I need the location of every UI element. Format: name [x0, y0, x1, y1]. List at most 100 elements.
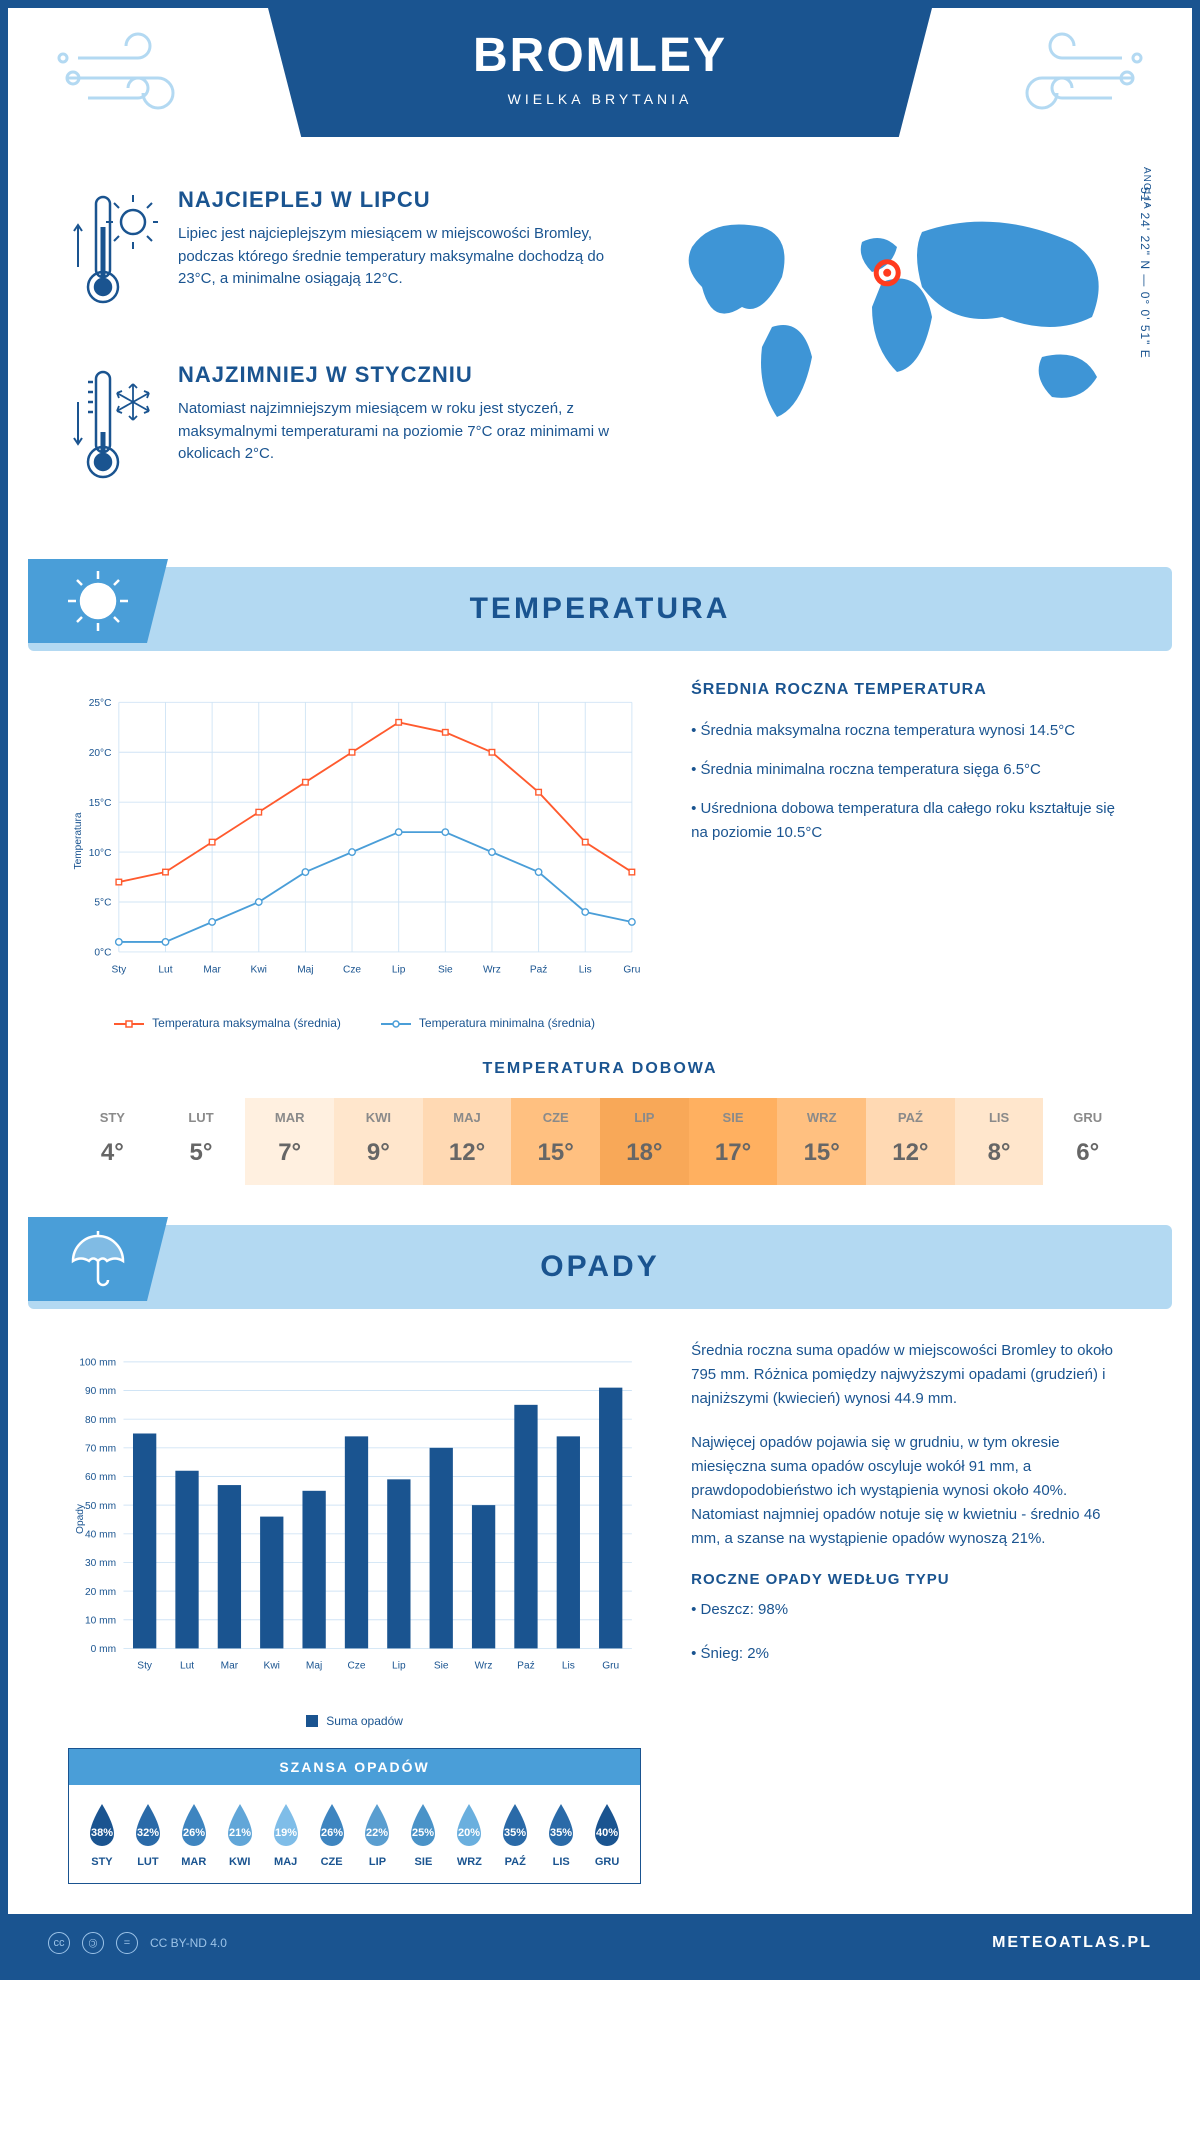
temp-cell: GRU6°: [1043, 1098, 1132, 1185]
svg-text:25%: 25%: [412, 1827, 434, 1839]
svg-text:10 mm: 10 mm: [85, 1615, 116, 1626]
wind-icon: [972, 28, 1152, 128]
temp-legend: Temperatura maksymalna (średnia) Tempera…: [68, 1016, 641, 1030]
precip-type-title: ROCZNE OPADY WEDŁUG TYPU: [691, 1571, 1132, 1588]
svg-text:Gru: Gru: [623, 964, 640, 975]
temp-chart-box: 0°C5°C10°C15°C20°C25°CStyLutMarKwiMajCze…: [68, 681, 641, 1030]
chance-cell: 25%SIE: [400, 1800, 446, 1868]
chance-month: LIP: [355, 1856, 401, 1868]
precip-info: Średnia roczna suma opadów w miejscowośc…: [691, 1339, 1132, 1884]
temp-cell-month: CZE: [511, 1110, 600, 1125]
raindrop-icon: 26%: [174, 1800, 214, 1850]
svg-text:Wrz: Wrz: [475, 1661, 493, 1672]
temp-cell-month: PAŹ: [866, 1110, 955, 1125]
chance-cell: 35%PAŹ: [492, 1800, 538, 1868]
temp-cell: KWI9°: [334, 1098, 423, 1185]
svg-text:Sty: Sty: [111, 964, 127, 975]
header-wrap: BROMLEY WIELKA BRYTANIA: [8, 8, 1192, 137]
temp-cell-month: KWI: [334, 1110, 423, 1125]
precip-p2: Najwięcej opadów pojawia się w grudniu, …: [691, 1431, 1132, 1551]
chance-month: GRU: [584, 1856, 630, 1868]
temp-bullet: • Średnia minimalna roczna temperatura s…: [691, 758, 1132, 782]
temp-bullet: • Uśredniona dobowa temperatura dla całe…: [691, 797, 1132, 845]
svg-text:Wrz: Wrz: [483, 964, 501, 975]
temp-cell-value: 15°: [511, 1139, 600, 1167]
intro-left: NAJCIEPLEJ W LIPCU Lipiec jest najcieple…: [68, 187, 612, 537]
temp-cell-month: MAJ: [423, 1110, 512, 1125]
svg-text:19%: 19%: [275, 1827, 297, 1839]
svg-text:Sie: Sie: [434, 1661, 449, 1672]
thermometer-cold-icon: [68, 362, 158, 497]
legend-sum-label: Suma opadów: [326, 1714, 403, 1728]
precip-section: 0 mm10 mm20 mm30 mm40 mm50 mm60 mm70 mm8…: [8, 1339, 1192, 1914]
precip-p1: Średnia roczna suma opadów w miejscowośc…: [691, 1339, 1132, 1411]
svg-text:0 mm: 0 mm: [91, 1644, 116, 1655]
raindrop-icon: 19%: [266, 1800, 306, 1850]
chance-cell: 26%CZE: [309, 1800, 355, 1868]
type-bullet: • Deszcz: 98%: [691, 1598, 1132, 1622]
svg-text:70 mm: 70 mm: [85, 1444, 116, 1455]
svg-text:Temperatura: Temperatura: [73, 812, 84, 869]
cold-text: NAJZIMNIEJ W STYCZNIU Natomiast najzimni…: [178, 362, 612, 497]
temp-cell-month: WRZ: [777, 1110, 866, 1125]
precip-legend: Suma opadów: [68, 1714, 641, 1728]
daily-temp-title: TEMPERATURA DOBOWA: [68, 1060, 1132, 1078]
svg-text:26%: 26%: [321, 1827, 343, 1839]
chance-cell: 32%LUT: [125, 1800, 171, 1868]
raindrop-icon: 22%: [357, 1800, 397, 1850]
temp-cell-month: LUT: [157, 1110, 246, 1125]
precip-section-header: OPADY: [28, 1225, 1172, 1309]
chance-cell: 26%MAR: [171, 1800, 217, 1868]
svg-text:20 mm: 20 mm: [85, 1587, 116, 1598]
chance-cell: 40%GRU: [584, 1800, 630, 1868]
cold-title: NAJZIMNIEJ W STYCZNIU: [178, 362, 612, 388]
svg-text:35%: 35%: [504, 1827, 526, 1839]
svg-text:80 mm: 80 mm: [85, 1415, 116, 1426]
temperature-line-chart: 0°C5°C10°C15°C20°C25°CStyLutMarKwiMajCze…: [68, 681, 641, 1001]
svg-text:Gru: Gru: [602, 1661, 619, 1672]
raindrop-icon: 32%: [128, 1800, 168, 1850]
hot-desc: Lipiec jest najcieplejszym miesiącem w m…: [178, 223, 612, 291]
temp-cell: WRZ 15°: [777, 1098, 866, 1185]
raindrop-icon: 38%: [82, 1800, 122, 1850]
raindrop-icon: 26%: [312, 1800, 352, 1850]
legend-max: Temperatura maksymalna (średnia): [114, 1016, 341, 1030]
svg-text:38%: 38%: [91, 1827, 113, 1839]
umbrella-icon: [28, 1217, 168, 1301]
thermometer-hot-icon: [68, 187, 158, 322]
type-bullet: • Śnieg: 2%: [691, 1642, 1132, 1666]
legend-min-label: Temperatura minimalna (średnia): [419, 1016, 595, 1030]
temp-cell-month: STY: [68, 1110, 157, 1125]
temp-section-header: TEMPERATURA: [28, 567, 1172, 651]
temp-cell: MAJ12°: [423, 1098, 512, 1185]
svg-text:Mar: Mar: [203, 964, 221, 975]
svg-text:Lip: Lip: [392, 964, 406, 975]
svg-text:Cze: Cze: [347, 1661, 365, 1672]
temp-cell-month: LIS: [955, 1110, 1044, 1125]
svg-text:Lip: Lip: [392, 1661, 406, 1672]
svg-text:Lut: Lut: [158, 964, 172, 975]
hot-title: NAJCIEPLEJ W LIPCU: [178, 187, 612, 213]
temp-title: TEMPERATURA: [88, 592, 1112, 626]
temp-cell-value: 6°: [1043, 1139, 1132, 1167]
svg-text:Sie: Sie: [438, 964, 453, 975]
temp-cell: CZE 15°: [511, 1098, 600, 1185]
svg-text:Maj: Maj: [297, 964, 313, 975]
temp-cell-month: SIE: [689, 1110, 778, 1125]
temp-cell-value: 18°: [600, 1139, 689, 1167]
temp-cell: SIE17°: [689, 1098, 778, 1185]
chance-cell: 20%WRZ: [446, 1800, 492, 1868]
coords-label: 51° 24' 22" N — 0° 0' 51" E: [1138, 187, 1152, 359]
raindrop-icon: 35%: [495, 1800, 535, 1850]
chance-month: KWI: [217, 1856, 263, 1868]
chance-month: LIS: [538, 1856, 584, 1868]
temp-info-title: ŚREDNIA ROCZNA TEMPERATURA: [691, 681, 1132, 699]
svg-text:22%: 22%: [366, 1827, 388, 1839]
raindrop-icon: 21%: [220, 1800, 260, 1850]
chance-month: STY: [79, 1856, 125, 1868]
temp-cell-month: LIP: [600, 1110, 689, 1125]
svg-text:Cze: Cze: [343, 964, 361, 975]
temp-cell-value: 15°: [777, 1139, 866, 1167]
cold-block: NAJZIMNIEJ W STYCZNIU Natomiast najzimni…: [68, 362, 612, 497]
chance-cell: 21% KWI: [217, 1800, 263, 1868]
